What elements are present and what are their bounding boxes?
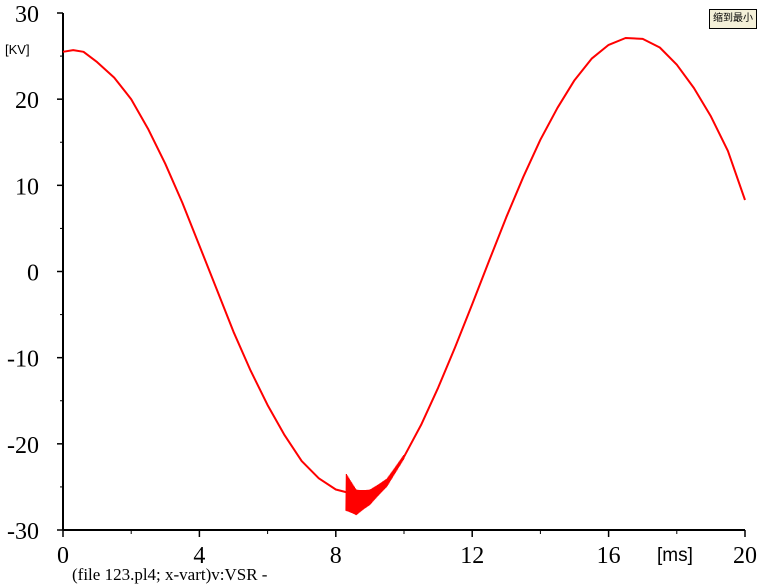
y-axis-ticks: 30 20 10 0 -10 -20 -30 bbox=[7, 2, 63, 545]
x-axis-unit-label: [ms] bbox=[657, 545, 693, 566]
x-tick-label: 4 bbox=[193, 543, 205, 569]
x-tick-label: 12 bbox=[460, 543, 484, 569]
series-line bbox=[62, 37, 746, 504]
chart-axes bbox=[62, 13, 745, 531]
shrink-button[interactable]: 缩到最小 bbox=[709, 9, 757, 29]
series-transient bbox=[345, 455, 405, 516]
y-tick-label: -10 bbox=[7, 347, 39, 373]
y-tick-label: -30 bbox=[7, 519, 39, 545]
y-tick-label: 0 bbox=[27, 261, 39, 287]
series-layer bbox=[62, 37, 746, 516]
y-tick-label: 10 bbox=[15, 174, 39, 200]
y-tick-label: -20 bbox=[7, 433, 39, 459]
x-tick-label: 8 bbox=[330, 543, 342, 569]
chart-caption: (file 123.pl4; x-vart)v:VSR - bbox=[72, 565, 268, 584]
x-tick-label: 0 bbox=[57, 543, 69, 569]
x-axis-ticks: 0 4 8 12 16 20 bbox=[57, 530, 757, 569]
y-tick-label: 30 bbox=[15, 2, 39, 28]
x-tick-label: 16 bbox=[597, 543, 621, 569]
y-tick-label: 20 bbox=[15, 88, 39, 114]
y-axis-unit-label: [KV] bbox=[5, 42, 30, 57]
x-tick-label: 20 bbox=[733, 543, 757, 569]
